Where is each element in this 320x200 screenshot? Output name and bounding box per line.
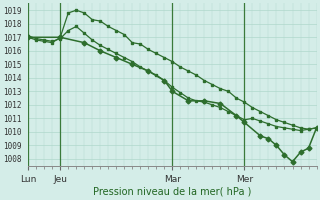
X-axis label: Pression niveau de la mer( hPa ): Pression niveau de la mer( hPa ) [93,187,252,197]
